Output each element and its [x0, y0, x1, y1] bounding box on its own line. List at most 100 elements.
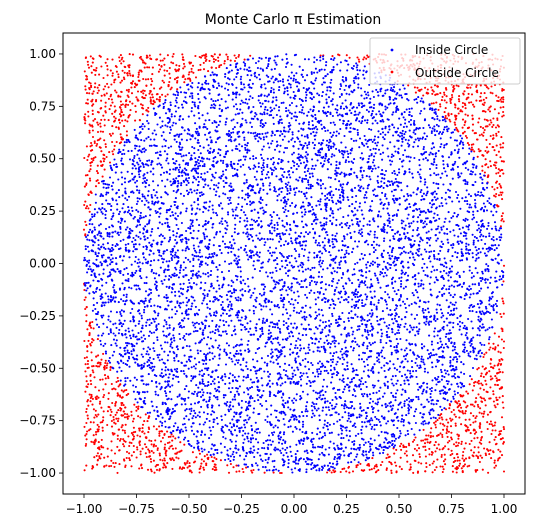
inside-point: [137, 235, 140, 238]
inside-point: [168, 238, 172, 241]
outside-point: [126, 94, 129, 97]
outside-point: [438, 448, 441, 451]
outside-point: [86, 78, 89, 81]
outside-point: [89, 321, 92, 324]
inside-point: [501, 283, 504, 286]
inside-point: [240, 75, 243, 78]
inside-point: [229, 401, 232, 404]
outside-point: [117, 95, 120, 98]
inside-point: [351, 282, 354, 285]
inside-point: [354, 340, 357, 343]
inside-point: [273, 431, 276, 434]
inside-point: [398, 197, 401, 200]
inside-point: [407, 194, 410, 197]
inside-point: [287, 209, 290, 213]
inside-point: [363, 280, 367, 283]
inside-point: [280, 377, 283, 380]
inside-point: [170, 341, 173, 344]
inside-point: [242, 163, 245, 166]
inside-point: [440, 202, 443, 205]
inside-point: [304, 352, 307, 355]
inside-point: [131, 158, 134, 162]
inside-point: [212, 314, 216, 317]
outside-point: [163, 459, 166, 462]
inside-point: [120, 159, 123, 162]
inside-point: [307, 323, 310, 326]
outside-point: [464, 412, 467, 415]
inside-point: [111, 235, 114, 238]
outside-point: [141, 447, 144, 450]
inside-point: [402, 419, 405, 422]
inside-point: [301, 106, 304, 109]
inside-point: [345, 249, 348, 252]
inside-point: [235, 425, 239, 428]
outside-point: [479, 125, 482, 128]
inside-point: [147, 127, 150, 131]
inside-point: [347, 301, 350, 304]
outside-point: [131, 433, 134, 436]
outside-point: [94, 386, 97, 389]
inside-point: [393, 309, 396, 312]
outside-point: [457, 437, 460, 440]
inside-point: [316, 244, 319, 247]
inside-point: [440, 371, 443, 374]
inside-point: [453, 139, 457, 142]
inside-point: [225, 332, 228, 335]
inside-point: [369, 423, 372, 426]
inside-point: [158, 353, 161, 356]
outside-point: [480, 412, 483, 415]
outside-point: [488, 142, 491, 146]
inside-point: [443, 126, 446, 129]
inside-point: [234, 398, 237, 401]
outside-point: [411, 454, 415, 457]
inside-point: [168, 172, 171, 176]
outside-point: [105, 464, 108, 467]
inside-point: [322, 293, 325, 296]
outside-point: [114, 422, 117, 425]
inside-point: [192, 244, 195, 247]
inside-point: [311, 119, 314, 123]
outside-point: [99, 146, 102, 149]
inside-point: [203, 448, 206, 451]
outside-point: [104, 377, 107, 380]
inside-point: [181, 202, 184, 205]
inside-point: [143, 203, 146, 206]
inside-point: [417, 296, 420, 299]
outside-point: [122, 404, 125, 407]
inside-point: [348, 435, 352, 438]
outside-point: [148, 439, 151, 442]
inside-point: [394, 392, 398, 395]
outside-point: [93, 443, 96, 446]
inside-point: [391, 331, 394, 334]
outside-point: [156, 448, 159, 452]
outside-point: [498, 359, 501, 363]
inside-point: [98, 230, 101, 233]
outside-point: [491, 125, 494, 128]
inside-point: [117, 332, 120, 335]
inside-point: [480, 352, 483, 355]
inside-point: [228, 428, 231, 431]
outside-point: [111, 431, 114, 435]
inside-point: [357, 278, 360, 281]
inside-point: [377, 409, 380, 412]
outside-point: [457, 434, 460, 437]
outside-point: [188, 61, 191, 64]
outside-point: [102, 388, 105, 391]
inside-point: [328, 446, 331, 449]
outside-point: [496, 459, 499, 462]
outside-point: [468, 442, 471, 446]
inside-point: [271, 351, 274, 354]
inside-point: [401, 140, 404, 143]
inside-point: [306, 436, 309, 439]
outside-point: [100, 94, 103, 97]
outside-point: [488, 397, 491, 400]
inside-point: [221, 170, 225, 173]
inside-point: [218, 344, 221, 347]
inside-point: [144, 148, 147, 152]
inside-point: [471, 327, 474, 330]
outside-point: [130, 432, 133, 435]
inside-point: [92, 268, 95, 272]
inside-point: [89, 218, 92, 221]
outside-point: [120, 426, 123, 429]
inside-point: [379, 443, 382, 446]
